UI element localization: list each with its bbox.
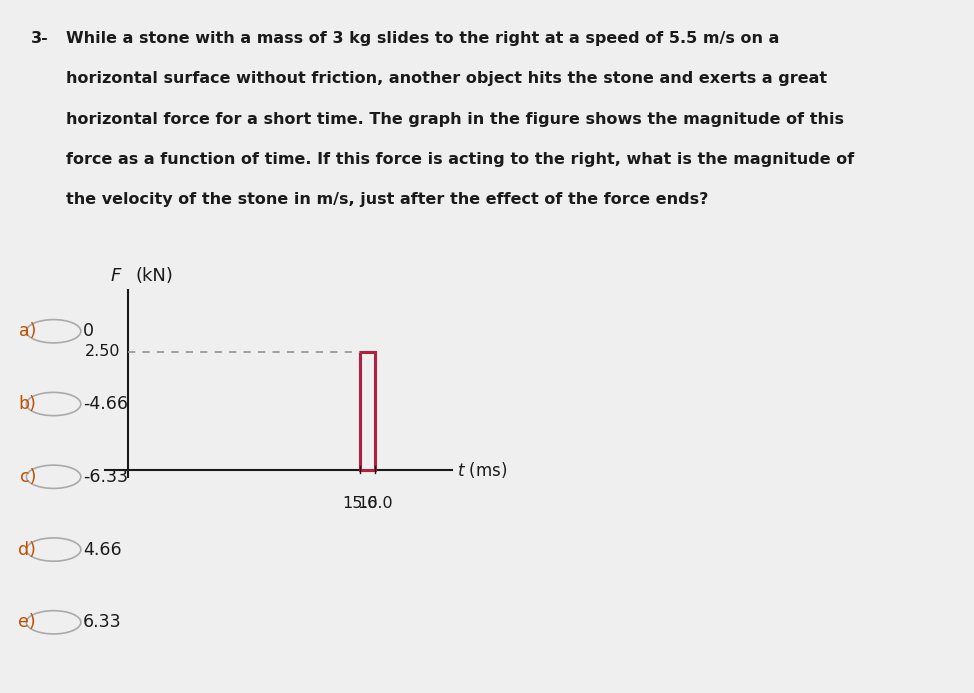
Text: 15.0: 15.0 (342, 495, 377, 511)
Text: While a stone with a mass of 3 kg slides to the right at a speed of 5.5 m/s on a: While a stone with a mass of 3 kg slides… (66, 31, 779, 46)
Text: 4.66: 4.66 (83, 541, 122, 559)
Text: horizontal surface without friction, another object hits the stone and exerts a : horizontal surface without friction, ano… (66, 71, 827, 87)
Text: 0: 0 (83, 322, 94, 340)
Text: horizontal force for a short time. The graph in the figure shows the magnitude o: horizontal force for a short time. The g… (66, 112, 844, 127)
Text: the velocity of the stone in m/s, just after the effect of the force ends?: the velocity of the stone in m/s, just a… (66, 192, 709, 207)
Text: e): e) (19, 613, 36, 631)
Text: 3-: 3- (31, 31, 49, 46)
Text: 6.33: 6.33 (83, 613, 122, 631)
Text: c): c) (19, 468, 36, 486)
Text: -4.66: -4.66 (83, 395, 128, 413)
Text: $F$: $F$ (110, 267, 123, 286)
Text: (kN): (kN) (136, 267, 173, 286)
Text: $t$ (ms): $t$ (ms) (457, 459, 506, 480)
Text: b): b) (19, 395, 36, 413)
Text: d): d) (19, 541, 36, 559)
Text: 16.0: 16.0 (357, 495, 393, 511)
Text: 2.50: 2.50 (85, 344, 121, 359)
Text: a): a) (19, 322, 36, 340)
Text: force as a function of time. If this force is acting to the right, what is the m: force as a function of time. If this for… (66, 152, 854, 167)
Text: -6.33: -6.33 (83, 468, 128, 486)
